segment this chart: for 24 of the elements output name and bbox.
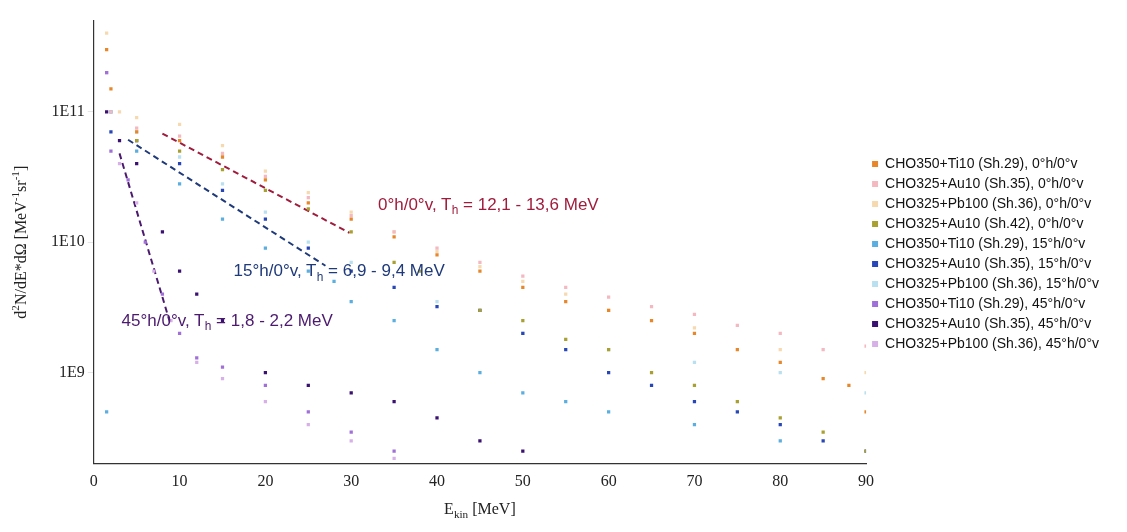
x-tick-label: 20 bbox=[257, 471, 274, 489]
legend-label: CHO325+Au10 (Sh.35), 45°h/0°v bbox=[885, 314, 1092, 331]
y-axis-title: d2N/dE*dΩ [MeV-1sr-1] bbox=[9, 165, 29, 319]
x-tick-label: 40 bbox=[429, 471, 446, 489]
x-tick-label: 30 bbox=[343, 471, 360, 489]
legend-label: CHO350+Ti10 (Sh.29), 15°h/0°v bbox=[885, 234, 1086, 251]
legend-label: CHO325+Au10 (Sh.35), 0°h/0°v bbox=[885, 174, 1084, 191]
legend-label: CHO325+Pb100 (Sh.36), 45°h/0°v bbox=[885, 334, 1099, 351]
legend-label: CHO325+Au10 (Sh.42), 0°h/0°v bbox=[885, 214, 1084, 231]
x-tick-label: 80 bbox=[772, 471, 789, 489]
y-tick-label: 1E9 bbox=[58, 362, 85, 380]
legend-label: CHO325+Au10 (Sh.35), 15°h/0°v bbox=[885, 254, 1092, 271]
y-tick-label: 1E11 bbox=[51, 101, 85, 119]
legend-label: CHO350+Ti10 (Sh.29), 45°h/0°v bbox=[885, 294, 1086, 311]
x-tick-label: 60 bbox=[600, 471, 617, 489]
x-tick-label: 50 bbox=[514, 471, 531, 489]
x-tick-label: 10 bbox=[171, 471, 188, 489]
x-tick-label: 90 bbox=[858, 471, 875, 489]
legend-label: CHO350+Ti10 (Sh.29), 0°h/0°v bbox=[885, 154, 1078, 171]
x-tick-label: 70 bbox=[686, 471, 703, 489]
legend-label: CHO325+Pb100 (Sh.36), 0°h/0°v bbox=[885, 194, 1092, 211]
legend-label: CHO325+Pb100 (Sh.36), 15°h/0°v bbox=[885, 274, 1099, 291]
x-tick-label: 0 bbox=[89, 471, 98, 489]
y-tick-label: 1E10 bbox=[50, 232, 85, 250]
